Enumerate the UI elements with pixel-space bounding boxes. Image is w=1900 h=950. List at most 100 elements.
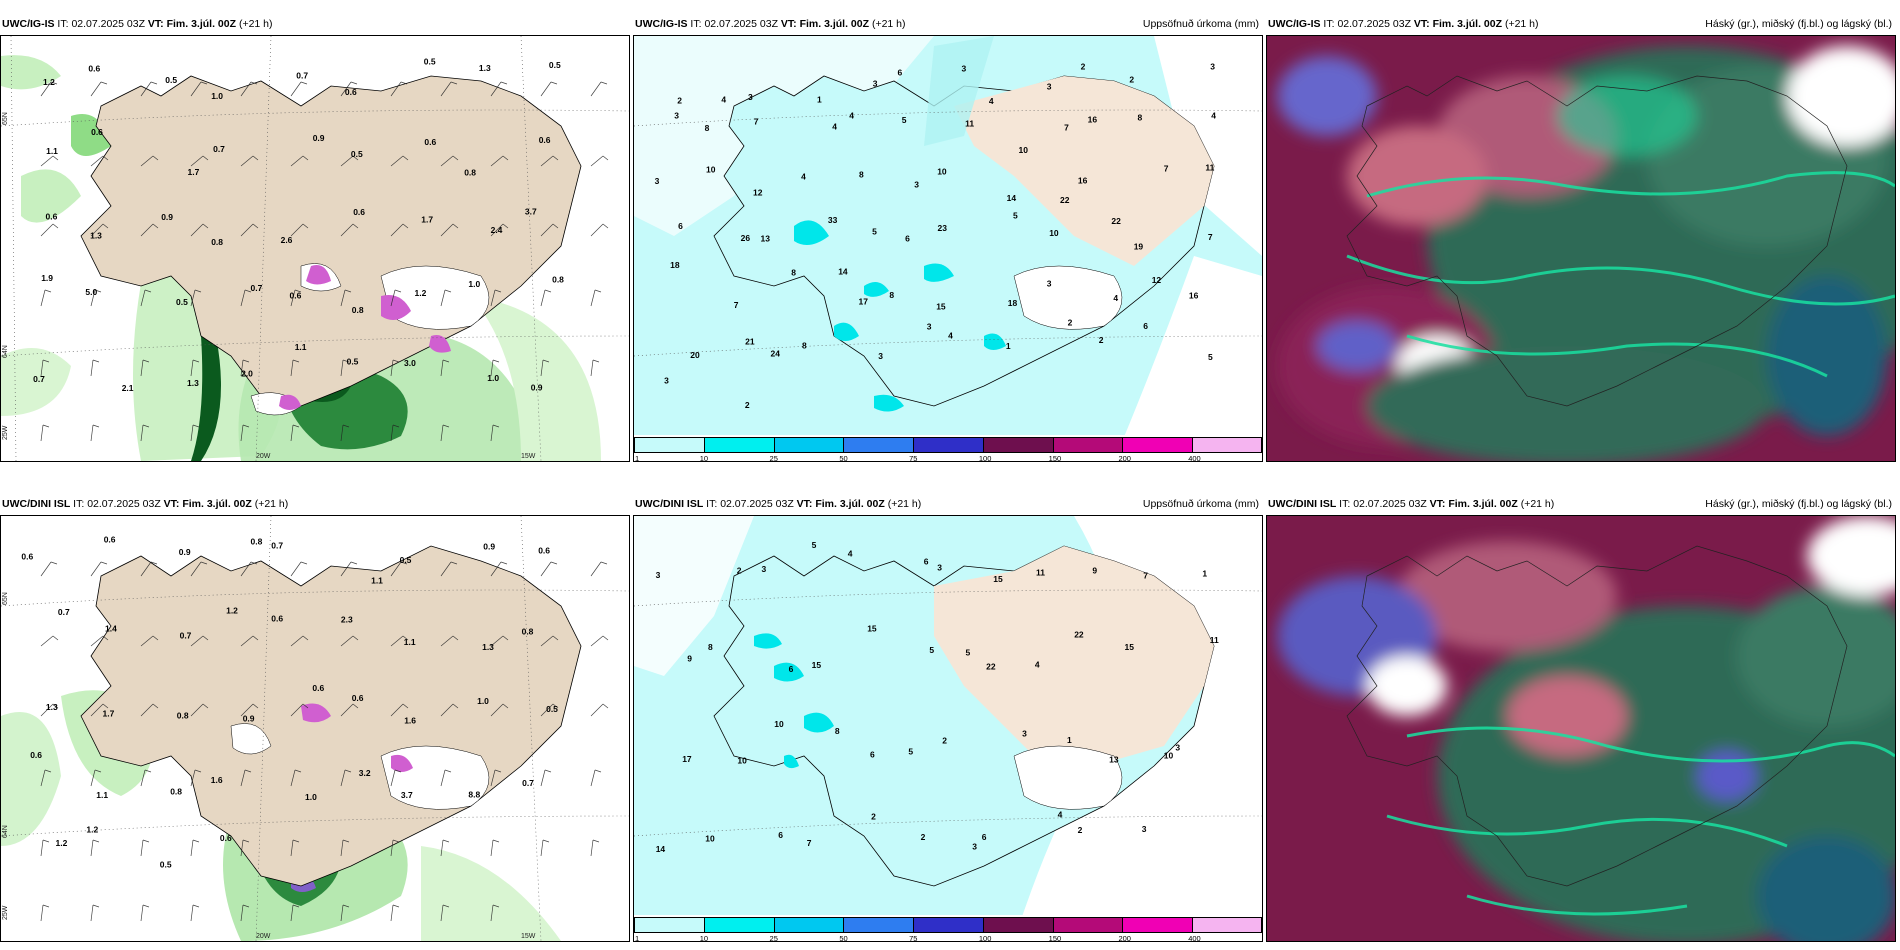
init-time-label: IT:	[690, 18, 702, 30]
value-label: 8	[835, 726, 840, 736]
init-time: 02.07.2025 03Z	[720, 498, 794, 510]
value-label: 4	[1035, 659, 1040, 669]
colorbar-tick-label: 75	[909, 934, 918, 942]
value-label: 20	[690, 350, 700, 360]
value-label: 3	[914, 180, 919, 190]
value-label: 0.9	[179, 547, 191, 557]
value-label: 22	[986, 662, 996, 672]
value-label: 0.6	[30, 750, 42, 760]
model-name: UWC/DINI ISL	[1268, 498, 1337, 510]
value-label: 3	[748, 92, 753, 102]
value-label: 1.6	[211, 775, 223, 785]
value-label: 0.5	[176, 297, 188, 307]
value-label: 3	[762, 564, 767, 574]
value-label: 2.0	[241, 369, 253, 379]
value-label: 17	[682, 754, 692, 764]
value-label: 2	[1129, 74, 1134, 84]
init-time: 02.07.2025 03Z	[1353, 498, 1427, 510]
colorbar-tick-label: 150	[1048, 454, 1062, 462]
panel-header: UWC/IG-IS IT: 02.07.2025 03Z VT: Fim. 3.…	[635, 18, 1259, 34]
axis-label: 15W	[521, 453, 536, 460]
value-label: 4	[849, 110, 854, 120]
value-label: 3	[962, 64, 967, 74]
valid-label: VT:	[1429, 498, 1446, 510]
value-label: 4	[848, 549, 853, 559]
value-label: 10	[737, 755, 747, 765]
value-label: 1.3	[479, 63, 491, 73]
cloud-map[interactable]	[1266, 515, 1896, 942]
init-time-label: IT:	[706, 498, 718, 510]
value-label: 2	[745, 400, 750, 410]
init-time: 02.07.2025 03Z	[704, 18, 778, 30]
value-label: 1.3	[482, 642, 494, 652]
colorbar-swatch	[1122, 437, 1193, 453]
precip-map[interactable]: 3 2 3 5 4 6 3 15 11 9 7 1 9 8 6 15 15 5 5 22 4 22 15 11 17 10 10 8 6…	[633, 515, 1263, 942]
valid-label: VT:	[796, 498, 813, 510]
value-label: 4	[801, 172, 806, 182]
value-label: 3.2	[359, 768, 371, 778]
value-label: 5	[966, 648, 971, 658]
init-time: 02.07.2025 03Z	[71, 18, 145, 30]
colorbar-tick-label: 10	[699, 454, 709, 462]
wind-map[interactable]: 65N 64N 20W 15W 25W 1.2 0.6 0.5 1.0 0.7 0.6 0.…	[0, 35, 630, 462]
model-name: UWC/IG-IS	[2, 18, 55, 30]
colorbar-swatch	[703, 917, 774, 933]
colorbar-tick-label: 200	[1118, 454, 1131, 462]
valid-time: Fim. 3.júl. 00Z	[1448, 498, 1518, 510]
cloud-panel-row2: UWC/DINI ISL IT: 02.07.2025 03Z VT: Fim.…	[1266, 495, 1896, 942]
value-label: 0.6	[220, 833, 232, 843]
valid-time: Fim. 3.júl. 00Z	[799, 18, 870, 30]
value-label: 15	[936, 302, 946, 312]
value-label: 0.7	[33, 374, 45, 384]
cloud-map[interactable]	[1266, 35, 1896, 462]
value-label: 24	[771, 349, 781, 359]
axis-label: 15W	[521, 933, 536, 940]
value-label: 8	[859, 169, 864, 179]
value-label: 5	[929, 645, 934, 655]
value-label: 1	[1202, 569, 1207, 579]
colorbar-tick-label: 75	[909, 454, 918, 462]
axis-labels: 65N 64N 20W 15W 25W	[2, 112, 536, 460]
value-label: 0.6	[88, 64, 100, 74]
valid-time: Fim. 3.júl. 00Z	[1432, 18, 1503, 30]
value-label: 1.0	[477, 696, 489, 706]
value-label: 0.6	[353, 207, 365, 217]
value-label: 13	[761, 233, 771, 243]
colorbar-swatch	[913, 437, 983, 453]
value-label: 11	[965, 118, 974, 128]
colorbar-swatch	[913, 917, 983, 933]
colorbar-swatch	[982, 437, 1053, 453]
colorbar-tick-label: 100	[978, 934, 992, 942]
lead-time: (+21 h)	[871, 18, 906, 30]
value-label: 26	[741, 233, 751, 243]
value-label: 3	[1047, 82, 1052, 92]
value-label: 6	[778, 830, 783, 840]
value-label: 17	[859, 297, 869, 307]
value-label: 1.7	[188, 167, 200, 177]
cloud-map-canvas	[1267, 36, 1895, 461]
wind-map[interactable]: 65N 64N 20W 15W 25W 0.6 0.6 0.9 0.8 0.7 1.1 0.…	[0, 515, 630, 942]
value-label: 0.6	[91, 127, 103, 137]
value-label: 0.6	[352, 693, 364, 703]
value-label: 10	[706, 164, 716, 174]
value-label: 0.5	[400, 555, 412, 565]
value-label: 0.5	[347, 356, 359, 366]
value-label: 18	[670, 260, 680, 270]
value-label: 14	[838, 267, 848, 277]
wind-panel-row1: UWC/IG-IS IT: 02.07.2025 03Z VT: Fim. 3.…	[0, 15, 630, 462]
value-label: 2	[1099, 335, 1104, 345]
valid-label: VT:	[780, 18, 797, 30]
value-label: 6	[898, 68, 903, 78]
precip-map[interactable]: 2 4 3 1 3 6 3 4 3 2 2 3 3 8 7 4 4 5 11 10 7 16 8 4 3 10 12 4 8 3 10 14 2…	[633, 35, 1263, 462]
value-label: 0.6	[271, 614, 283, 624]
value-label: 3	[873, 79, 878, 89]
axis-label: 25W	[2, 905, 9, 920]
value-label: 15	[993, 574, 1003, 584]
cloud-map-canvas	[1267, 516, 1895, 941]
value-label: 18	[1008, 298, 1018, 308]
value-label: 0.5	[160, 859, 172, 869]
value-label: 3	[1175, 743, 1180, 753]
value-label: 3	[1047, 278, 1052, 288]
value-label: 8	[791, 268, 796, 278]
